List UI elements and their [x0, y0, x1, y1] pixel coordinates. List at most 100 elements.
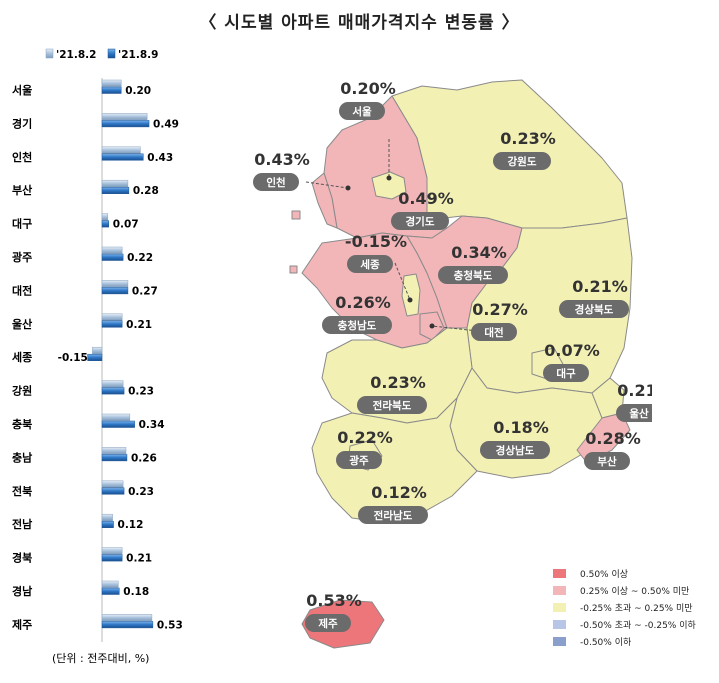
chart-title: 〈 시도별 아파트 매매가격지수 변동률 〉 — [199, 13, 520, 33]
legend-text: 0.25% 이상 ~ 0.50% 미만 — [580, 587, 690, 597]
legend-swatch — [553, 620, 566, 629]
legend-swatch — [553, 603, 566, 612]
legend-label: '21.8.9 — [118, 49, 158, 61]
bar-prev-week — [101, 413, 131, 421]
region-name: 인천 — [266, 176, 285, 189]
region-name: 대전 — [484, 326, 503, 339]
bar-prev-week — [101, 614, 153, 622]
region-name: 세종 — [360, 258, 380, 271]
bar-this-week — [101, 387, 125, 395]
region-label-pill — [584, 452, 630, 470]
map-legend-item: -0.25% 초과 ~ 0.25% 미만 — [553, 599, 696, 616]
bar-this-week — [101, 621, 154, 629]
map-legend-item: 0.25% 이상 ~ 0.50% 미만 — [553, 582, 696, 599]
data-label: 0.21 — [126, 553, 152, 565]
region-name: 전라북도 — [373, 399, 412, 412]
region-label-pill — [543, 364, 589, 382]
data-label: 0.07 — [113, 219, 139, 231]
bar-prev-week — [92, 346, 103, 354]
bar-prev-week — [101, 313, 123, 321]
region-name: 부산 — [597, 455, 617, 468]
region-value: 0.43% — [254, 150, 310, 169]
region-value: 0.26% — [335, 293, 391, 312]
region-value: 0.49% — [398, 189, 454, 208]
bar-prev-week — [101, 246, 123, 254]
region-name: 광주 — [349, 455, 369, 467]
region-value: 0.53% — [306, 591, 362, 610]
bar-this-week — [101, 554, 123, 562]
legend-text: -0.50% 이하 — [580, 638, 632, 648]
category-label: 인천 — [12, 150, 32, 164]
region-name: 충청남도 — [338, 319, 377, 332]
legend-swatch — [553, 569, 566, 578]
category-label: 강원 — [12, 384, 32, 398]
data-label: 0.43 — [147, 152, 173, 164]
region-label-pill — [253, 173, 299, 191]
bar-prev-week — [101, 213, 109, 221]
bar-prev-week — [101, 447, 127, 455]
region-name: 제주 — [318, 617, 338, 630]
category-label: 경북 — [12, 551, 32, 565]
data-label: -0.15 — [58, 352, 88, 364]
region-name: 강원도 — [508, 155, 537, 168]
bar-this-week — [101, 320, 123, 328]
bar-prev-week — [101, 580, 119, 588]
region-value: 0.21% — [572, 277, 628, 296]
region-value: 0.20% — [340, 79, 396, 98]
region-value: 0.27% — [472, 300, 528, 319]
legend-swatch — [553, 586, 566, 595]
data-label: 0.12 — [118, 519, 144, 531]
region-name: 전라남도 — [374, 509, 413, 522]
island-marker — [291, 210, 301, 220]
bar-this-week — [87, 353, 103, 361]
category-label: 대구 — [12, 217, 32, 231]
region-label-pill — [347, 255, 393, 273]
bar-prev-week — [101, 79, 122, 87]
region-label-pill — [357, 396, 427, 414]
bar-this-week — [101, 120, 150, 128]
bar-this-week — [101, 186, 130, 194]
region-sejong — [401, 273, 421, 317]
bar-this-week — [101, 287, 129, 295]
region-label-pill — [493, 152, 551, 170]
region-label-pill — [480, 441, 550, 459]
legend-swatch — [553, 637, 566, 646]
region-label-pill — [322, 316, 392, 334]
region-name: 경상남도 — [496, 444, 535, 457]
category-label: 경기 — [12, 116, 32, 130]
legend-swatch — [45, 48, 54, 59]
category-label: 경남 — [12, 584, 32, 598]
data-label: 0.49 — [153, 118, 179, 130]
data-label: 0.28 — [133, 185, 159, 197]
region-name: 대구 — [556, 367, 576, 380]
region-seoul — [371, 171, 407, 200]
bar-prev-week — [101, 513, 113, 521]
bar-prev-week — [101, 280, 129, 288]
region-value: 0.34% — [451, 243, 507, 262]
map-legend-item: 0.50% 이상 — [553, 565, 696, 582]
korea-map: 서울 0.20% 인천 0.43% 경기도 0.49% 강원도 0.23% 세종 -0.15% 충청… — [253, 79, 652, 649]
bar-prev-week — [101, 179, 129, 187]
category-label: 충남 — [12, 450, 32, 464]
region-label-pill — [358, 506, 428, 524]
bar-this-week — [101, 487, 125, 495]
category-label: 세종 — [12, 350, 32, 364]
region-value: 0.21% — [617, 381, 652, 400]
region-name: 충청북도 — [454, 269, 493, 282]
bar-prev-week — [101, 146, 141, 154]
data-label: 0.18 — [123, 586, 149, 598]
category-label: 전남 — [12, 517, 32, 531]
region-name: 경기도 — [406, 215, 435, 228]
category-label: 부산 — [12, 183, 32, 197]
legend-label: '21.8.2 — [56, 49, 96, 61]
region-label-pill — [438, 266, 508, 284]
region-value: 0.23% — [370, 373, 426, 392]
region-value: 0.12% — [371, 483, 427, 502]
data-label: 0.22 — [127, 252, 153, 264]
category-label: 광주 — [12, 251, 32, 264]
data-label: 0.20 — [125, 85, 151, 97]
bar-prev-week — [101, 380, 124, 388]
map-legend-item: -0.50% 초과 ~ -0.25% 이하 — [553, 616, 696, 633]
legend-text: -0.50% 초과 ~ -0.25% 이하 — [580, 621, 696, 631]
bar-chart: '21.8.2 '21.8.9 서울 0.20 경기 0.49 인천 0.43 부산 0.28 대… — [12, 48, 183, 665]
